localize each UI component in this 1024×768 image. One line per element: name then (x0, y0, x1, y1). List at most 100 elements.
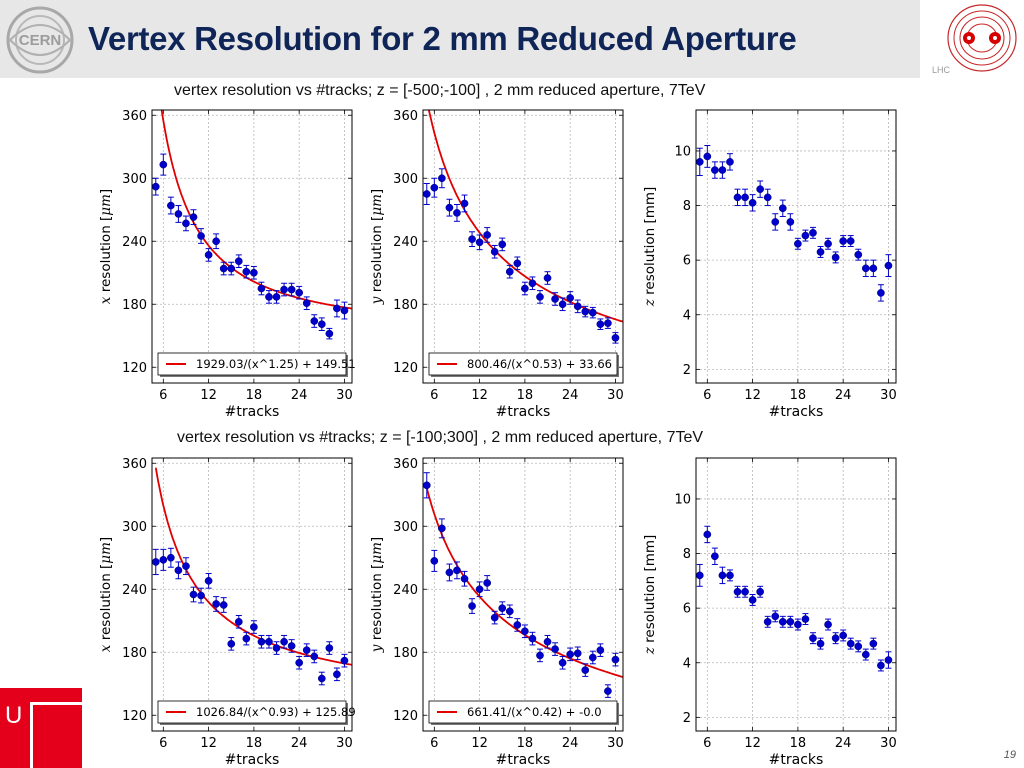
y-axis-label-variable: z (642, 298, 658, 307)
marker (302, 299, 311, 308)
marker (558, 658, 567, 667)
data-point (543, 271, 552, 285)
data-point (831, 251, 840, 264)
marker (333, 670, 341, 679)
data-point (703, 144, 712, 168)
data-point (733, 585, 742, 598)
marker (573, 302, 582, 311)
marker (786, 617, 795, 626)
y-axis-label-variable: z (642, 646, 658, 655)
marker (801, 615, 810, 623)
marker (453, 566, 461, 575)
y-tick-label: 360 (393, 109, 418, 124)
data-point (536, 648, 544, 663)
data-point (475, 581, 484, 598)
marker (809, 634, 817, 643)
data-point (182, 215, 190, 232)
data-point (521, 281, 529, 296)
x-tick-label: 24 (835, 736, 852, 751)
data-point (438, 168, 446, 189)
data-point (846, 235, 855, 247)
data-point (325, 641, 334, 655)
data-point (219, 597, 228, 613)
university-logo-text: U (5, 702, 22, 729)
data-point (189, 586, 198, 603)
y-tick-label: 4 (683, 656, 691, 671)
marker (703, 152, 712, 161)
data-point (604, 317, 612, 329)
data-point (475, 234, 484, 251)
data-point (227, 637, 236, 651)
data-point (733, 188, 742, 207)
university-logo: U (0, 688, 82, 768)
marker (212, 237, 221, 246)
x-tick-label: 24 (835, 388, 852, 403)
data-point (505, 264, 514, 279)
data-point (763, 188, 772, 207)
marker (558, 300, 567, 309)
marker (551, 645, 559, 653)
fit-curve (154, 467, 352, 666)
data-point (551, 292, 559, 306)
data-point (250, 265, 258, 280)
data-point (809, 632, 817, 645)
plot-frame (422, 457, 624, 732)
marker (197, 232, 205, 240)
marker (295, 288, 304, 297)
slide-title: Vertex Resolution for 2 mm Reduced Apert… (88, 20, 797, 57)
data-point (558, 655, 567, 670)
marker (763, 617, 772, 626)
marker (566, 294, 575, 302)
data-point (204, 248, 213, 262)
x-tick-label: 12 (744, 736, 761, 751)
marker (884, 656, 893, 664)
data-point (741, 585, 749, 598)
marker (513, 621, 522, 629)
y-tick-label: 360 (393, 457, 418, 472)
page-number: 19 (1003, 749, 1016, 761)
plot-frame (151, 109, 353, 384)
marker (189, 213, 198, 221)
y-tick-label: 6 (683, 602, 691, 617)
cern-logo: CERN (6, 6, 74, 74)
x-tick-label: 30 (880, 736, 897, 751)
legend-label: 661.41/(x^0.42) + -0.0 (467, 705, 602, 719)
marker (543, 637, 552, 646)
marker (741, 587, 749, 596)
marker (272, 293, 281, 301)
marker (513, 259, 522, 268)
marker (611, 334, 620, 342)
marker (280, 285, 288, 294)
marker (536, 651, 544, 660)
plot-background (423, 458, 623, 731)
y-axis-label-unit: μm (98, 542, 114, 564)
y-axis-label-end: ] (369, 537, 385, 542)
data-point (242, 631, 251, 646)
legend-label: 1026.84/(x^0.93) + 125.89 (196, 705, 356, 719)
x-tick-label: 30 (607, 736, 624, 751)
y-tick-label: 2 (683, 711, 691, 726)
x-tick-label: 24 (562, 388, 579, 403)
marker (159, 160, 168, 169)
marker (566, 650, 575, 659)
y-tick-label: 300 (122, 520, 147, 535)
data-point (302, 643, 311, 657)
y-tick-label: 6 (683, 254, 691, 269)
data-point (460, 570, 469, 587)
x-tick-label: 30 (607, 388, 624, 403)
marker (167, 201, 175, 210)
data-point (809, 226, 817, 239)
data-point (498, 237, 507, 252)
y-axis-label-variable: x (98, 296, 114, 304)
y-axis-label-unit: μm (98, 194, 114, 216)
marker (816, 639, 825, 648)
marker (816, 248, 825, 256)
marker (423, 190, 431, 198)
marker (824, 239, 832, 248)
marker (227, 264, 236, 273)
data-point (566, 291, 575, 305)
data-point (152, 548, 160, 576)
data-point (453, 204, 461, 222)
